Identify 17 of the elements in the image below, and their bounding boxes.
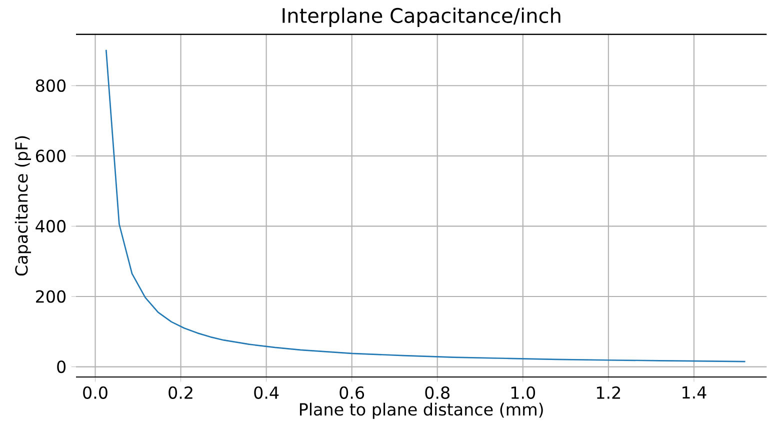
y-axis-title: Capacitance (pF) <box>14 136 32 276</box>
x-tick-label: 1.4 <box>682 386 706 399</box>
x-tick-label: 0.8 <box>425 386 450 399</box>
y-tick-label: 200 <box>36 290 66 303</box>
x-tick-label: 1.2 <box>597 386 620 399</box>
line-series <box>105 49 746 362</box>
x-tick-label: 0.0 <box>83 386 108 399</box>
x-tick-label: 0.4 <box>254 386 279 399</box>
y-tick-label: 0 <box>57 360 66 374</box>
y-tick-label: 600 <box>36 150 66 162</box>
x-tick-label: 1.0 <box>511 386 536 399</box>
x-tick-label: 0.2 <box>168 386 192 399</box>
y-tick-label: 400 <box>36 220 66 233</box>
y-tick-label: 800 <box>36 79 66 92</box>
chart-title: Interplane Capacitance/inch <box>282 8 560 27</box>
x-axis-title: Plane to plane distance (mm) <box>300 402 543 419</box>
x-tick-label: 0.6 <box>340 386 364 399</box>
